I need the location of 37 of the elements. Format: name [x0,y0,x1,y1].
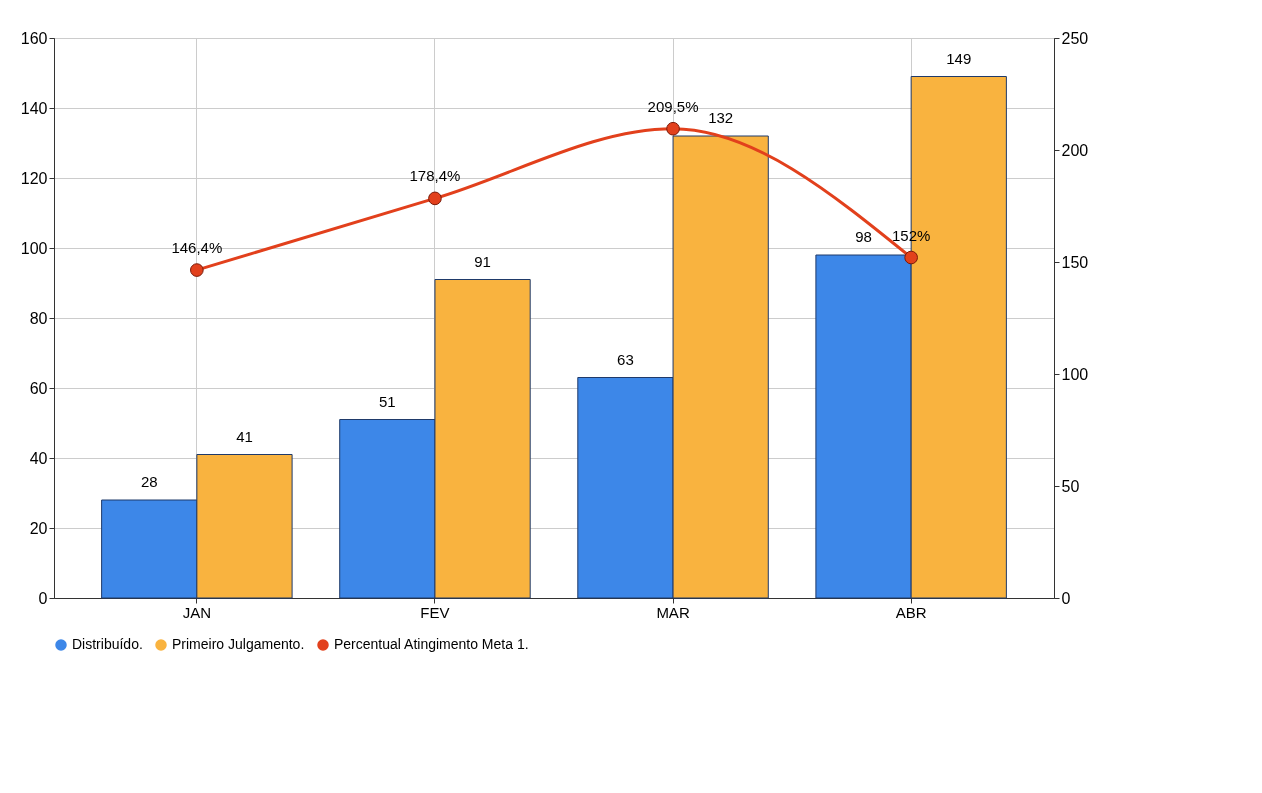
data-label: 178,4% [409,167,461,185]
legend-label: Primeiro Julgamento. [172,636,305,652]
data-label: 28 [140,473,158,490]
data-label: 51 [378,392,396,410]
x-tick-label: FEV [420,603,450,621]
x-tick-label: ABR [895,603,927,621]
legend-label: Distribuído. [72,636,143,652]
x-tick-label: MAR [656,603,690,621]
y-tick-label: 140 [20,99,48,117]
y-tick-label: 20 [29,519,48,537]
data-label: 98 [855,228,872,245]
data-label: 41 [236,427,253,445]
x-tick-label: JAN [182,603,212,621]
data-label: 132 [708,109,734,126]
y2-tick-label: 250 [1061,29,1089,47]
legend-label: Percentual Atingimento Meta 1. [334,636,529,652]
y2-tick-label: 100 [1061,365,1089,383]
y-tick-label: 120 [20,169,48,187]
data-label: 209,5% [647,97,699,115]
data-label: 149 [946,49,972,67]
y-tick-label: 60 [29,379,48,397]
y-tick-label: 40 [29,449,48,467]
point [904,250,918,265]
y2-tick-label: 150 [1061,253,1089,271]
data-label: 63 [617,350,634,368]
point [666,121,680,136]
y-tick-label: 80 [29,309,48,327]
point [428,191,442,206]
y-tick-label: 0 [38,589,48,607]
data-label: 146,4% [171,239,223,257]
point [190,263,204,277]
y2-tick-label: 0 [1061,589,1071,607]
y2-tick-label: 50 [1061,477,1080,495]
y2-tick-label: 200 [1061,141,1089,159]
y-tick-label: 160 [20,29,48,47]
data-label: 91 [474,252,491,270]
y-tick-label: 100 [20,239,48,257]
